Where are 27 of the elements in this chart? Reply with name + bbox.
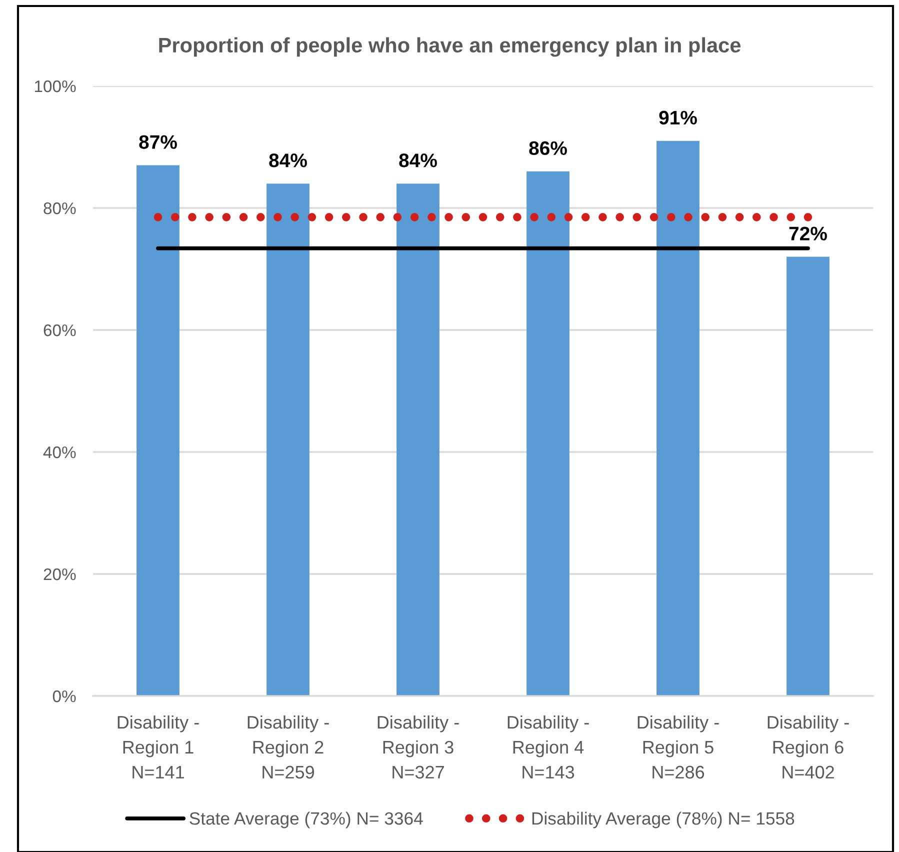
bar: [396, 184, 440, 696]
data-label: 86%: [529, 141, 567, 156]
y-tick-label: 60%: [44, 324, 76, 336]
y-tick-label: 40%: [43, 446, 76, 458]
bar: [526, 171, 570, 696]
x-tick-label: Disability - Region 4 N=143: [508, 715, 589, 779]
chart-title: Proportion of people who have an emergency plan in place: [159, 37, 741, 57]
bar: [656, 140, 700, 696]
legend-label: Disability Average (78%) N= 1558: [532, 812, 794, 828]
data-label: 84%: [269, 153, 307, 168]
data-label: 87%: [139, 135, 177, 149]
data-label: 84%: [399, 153, 437, 168]
y-tick-label: 80%: [44, 202, 76, 214]
y-tick-label: 100%: [34, 80, 76, 92]
x-tick-label: Disability - Region 6 N=402: [768, 715, 849, 779]
bar: [266, 184, 310, 696]
data-label: 72%: [789, 226, 827, 240]
legend-label: State Average (73%) N= 3364: [190, 812, 423, 828]
data-label: 91%: [659, 110, 697, 125]
x-tick-label: Disability - Region 3 N=327: [378, 715, 459, 779]
x-tick-label: Disability - Region 1 N=141: [118, 715, 199, 778]
bar: [786, 256, 830, 696]
y-tick-label: 0%: [52, 690, 76, 702]
y-tick-label: 20%: [44, 568, 76, 580]
x-tick-label: Disability - Region 5 N=286: [638, 715, 719, 779]
x-tick-label: Disability - Region 2 N=259: [248, 715, 329, 779]
bar: [136, 165, 180, 696]
